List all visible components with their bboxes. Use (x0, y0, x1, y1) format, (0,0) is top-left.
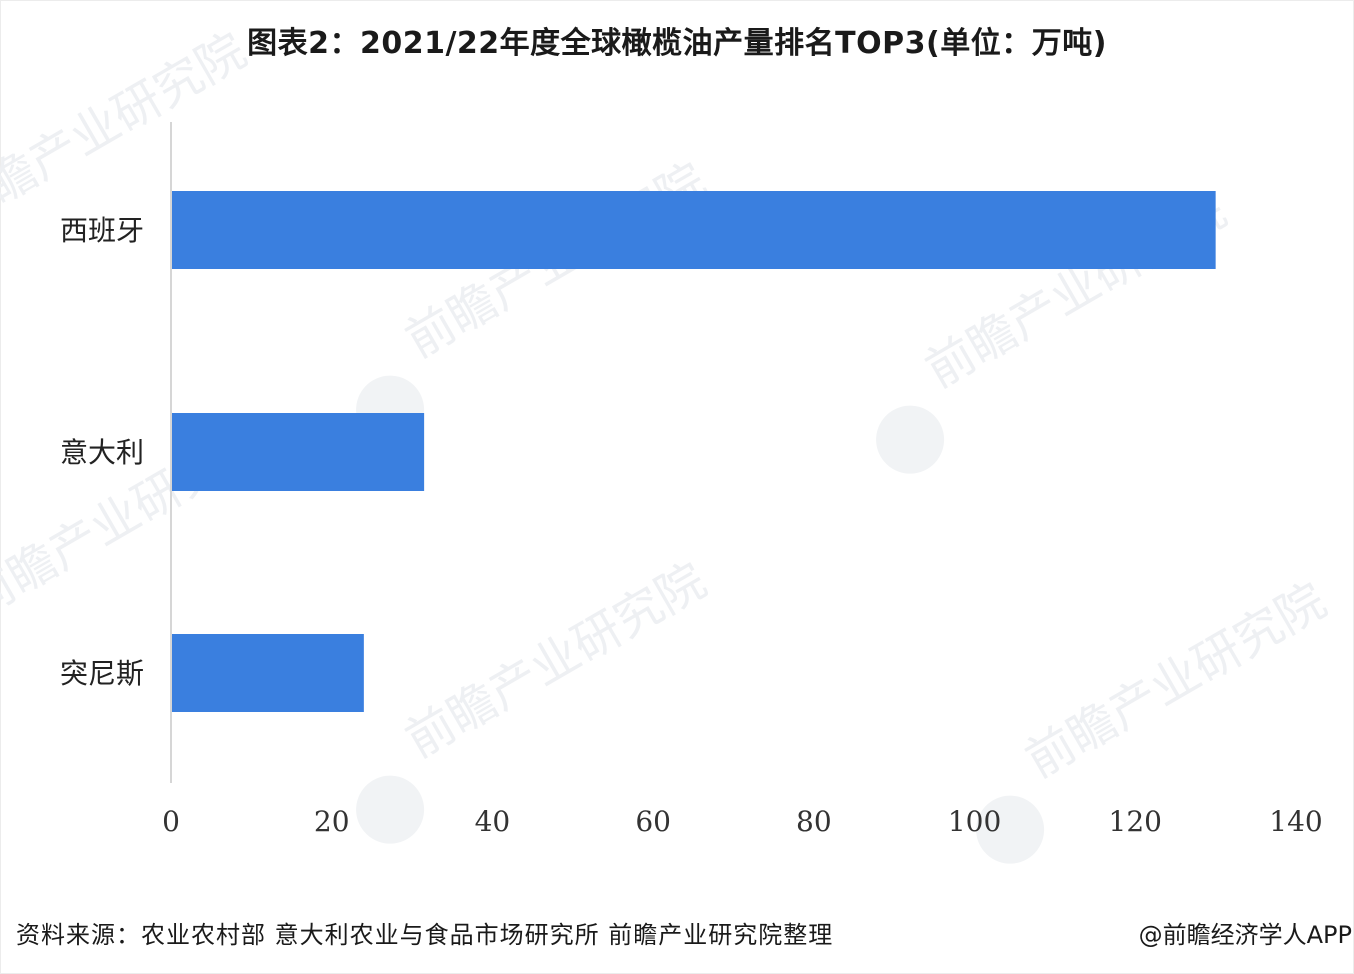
bar-2 (172, 634, 364, 712)
bars-group (172, 191, 1216, 712)
credit-note: @前瞻经济学人APP (1138, 921, 1352, 949)
x-tick-label: 40 (475, 805, 511, 838)
watermark-logo: 前瞻产业研究院 (0, 23, 255, 240)
svg-text:前瞻产业研究院: 前瞻产业研究院 (396, 553, 715, 770)
x-tick-label: 120 (1109, 805, 1162, 838)
x-tick-label: 100 (948, 805, 1001, 838)
svg-text:前瞻产业研究院: 前瞻产业研究院 (1016, 573, 1335, 790)
x-tick-label: 0 (162, 805, 180, 838)
x-tick-label: 140 (1269, 805, 1322, 838)
x-tick-label: 60 (635, 805, 671, 838)
watermark-logo: 前瞻产业研究院 (356, 553, 715, 844)
category-label: 意大利 (60, 436, 144, 469)
category-label: 突尼斯 (60, 657, 144, 690)
bar-0 (172, 191, 1216, 269)
x-tick-labels: 0 20 40 60 80 100 120 140 (162, 805, 1323, 838)
chart-title: 图表2：2021/22年度全球橄榄油产量排名TOP3(单位：万吨) (247, 26, 1107, 61)
bar-1 (172, 413, 425, 491)
category-label: 西班牙 (60, 214, 144, 247)
x-tick-label: 80 (796, 805, 832, 838)
source-note: 资料来源：农业农村部 意大利农业与食品市场研究所 前瞻产业研究院整理 (16, 921, 834, 949)
x-tick-label: 20 (314, 805, 350, 838)
